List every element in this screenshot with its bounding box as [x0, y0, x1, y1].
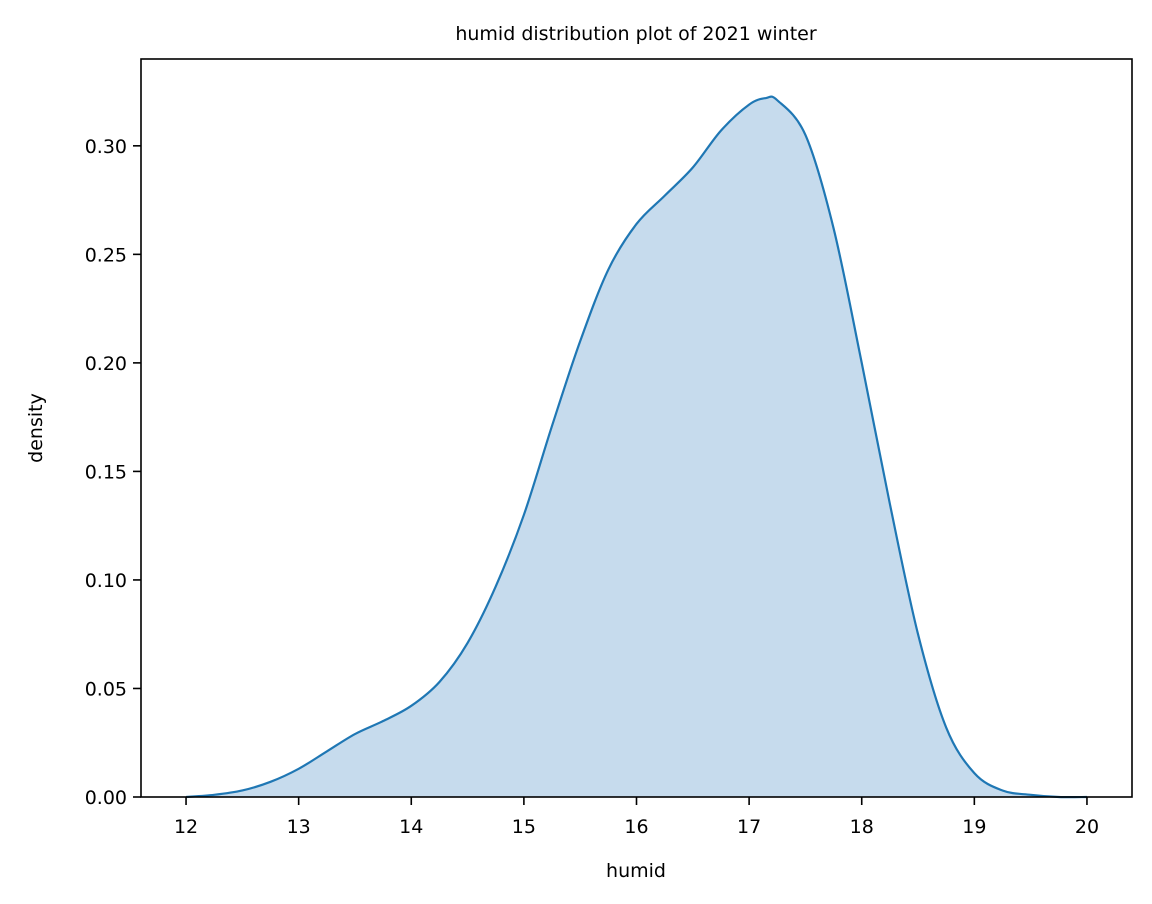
x-tick-label: 16	[624, 816, 648, 838]
y-tick-label: 0.20	[85, 353, 127, 375]
x-axis-label: humid	[606, 860, 666, 882]
y-axis-label: density	[25, 393, 47, 463]
density-area	[186, 96, 1087, 798]
x-tick-label: 19	[962, 816, 986, 838]
x-tick-label: 14	[399, 816, 423, 838]
y-tick-label: 0.15	[85, 461, 127, 483]
y-tick-label: 0.00	[85, 787, 127, 809]
y-tick-label: 0.25	[85, 244, 127, 266]
x-axis: 12 13 14 15 16 17 18 19 20	[174, 797, 1099, 838]
plot-area	[185, 95, 1087, 799]
x-tick-label: 17	[737, 816, 761, 838]
x-tick-label: 12	[174, 816, 198, 838]
x-tick-label: 15	[512, 816, 536, 838]
density-line	[185, 95, 1087, 799]
y-tick-label: 0.10	[85, 570, 127, 592]
x-tick-label: 13	[287, 816, 311, 838]
y-tick-label: 0.05	[85, 678, 127, 700]
y-axis: 0.00 0.05 0.10 0.15 0.20 0.25 0.30	[85, 136, 141, 809]
x-tick-label: 18	[850, 816, 874, 838]
x-tick-label: 20	[1075, 816, 1099, 838]
chart-title: humid distribution plot of 2021 winter	[455, 23, 816, 45]
y-tick-label: 0.30	[85, 136, 127, 158]
